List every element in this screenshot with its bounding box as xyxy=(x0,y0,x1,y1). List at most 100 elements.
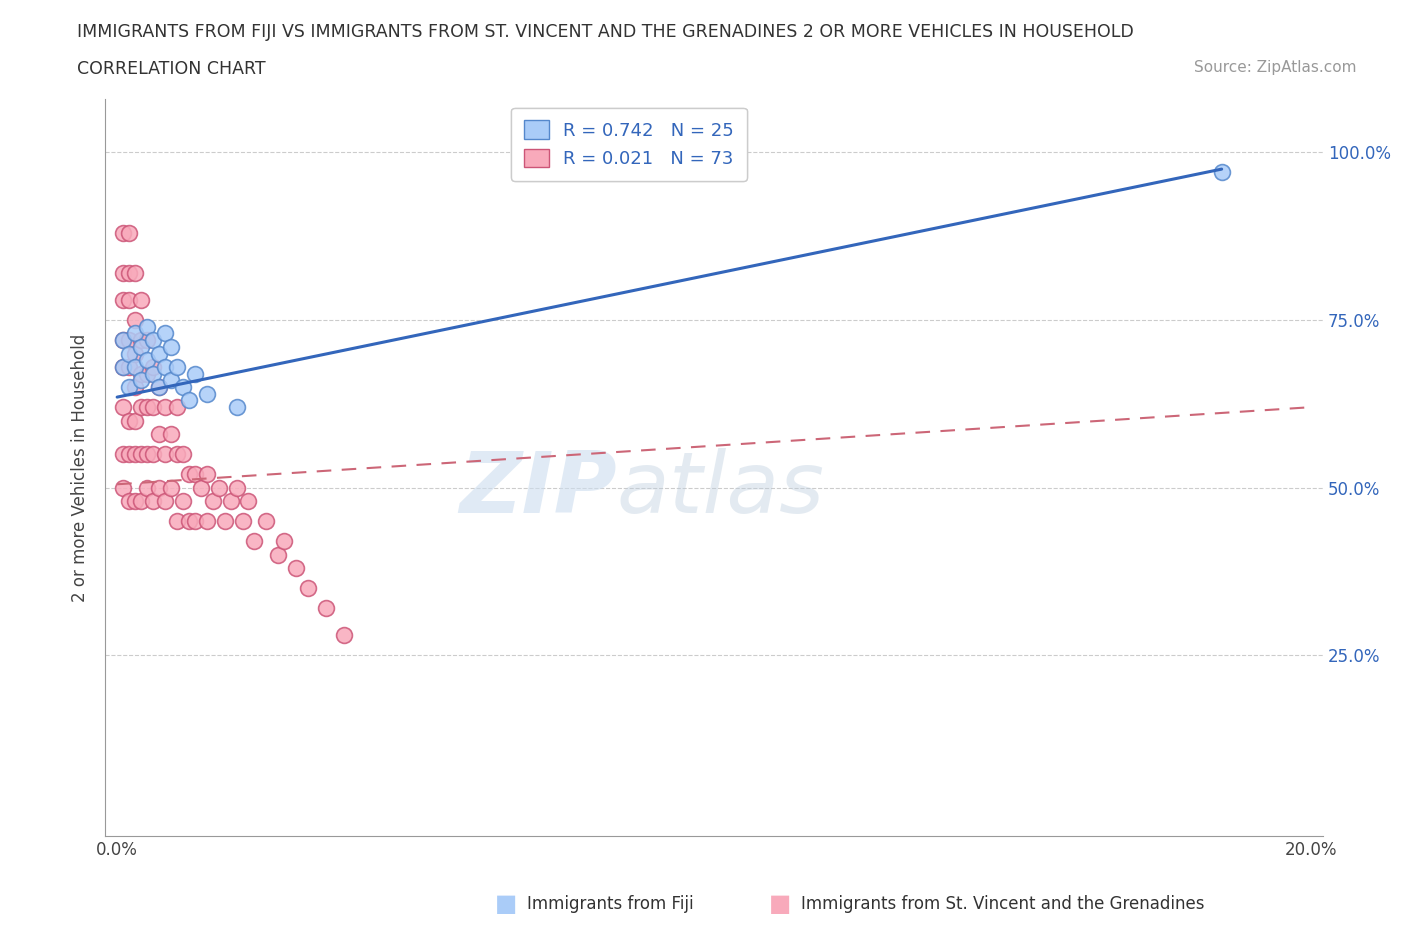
Point xyxy=(148,379,170,394)
Point xyxy=(136,366,159,381)
Point xyxy=(142,446,165,461)
Point xyxy=(285,561,308,576)
Legend: R = 0.742   N = 25, R = 0.021   N = 73: R = 0.742 N = 25, R = 0.021 N = 73 xyxy=(510,108,747,180)
Point xyxy=(124,326,146,340)
Point xyxy=(172,379,194,394)
Point xyxy=(112,225,135,240)
Point xyxy=(129,366,152,381)
Point xyxy=(142,366,165,381)
Point xyxy=(129,400,152,415)
Point xyxy=(190,480,212,495)
Point xyxy=(118,446,141,461)
Point xyxy=(142,333,165,348)
Point xyxy=(142,400,165,415)
Point xyxy=(177,513,200,528)
Point xyxy=(1211,165,1233,179)
Point xyxy=(118,333,141,348)
Point xyxy=(142,360,165,375)
Text: Immigrants from St. Vincent and the Grenadines: Immigrants from St. Vincent and the Gren… xyxy=(801,895,1205,913)
Point xyxy=(153,446,176,461)
Text: ■: ■ xyxy=(769,892,792,916)
Point xyxy=(118,292,141,307)
Text: ■: ■ xyxy=(495,892,517,916)
Point xyxy=(267,547,290,562)
Point xyxy=(208,480,231,495)
Point xyxy=(214,513,236,528)
Point xyxy=(195,513,218,528)
Point xyxy=(124,379,146,394)
Point xyxy=(333,628,356,643)
Text: CORRELATION CHART: CORRELATION CHART xyxy=(77,60,266,78)
Point xyxy=(118,360,141,375)
Point xyxy=(136,319,159,334)
Point xyxy=(184,366,207,381)
Point xyxy=(195,386,218,401)
Point xyxy=(124,413,146,428)
Point xyxy=(177,467,200,482)
Point xyxy=(112,400,135,415)
Point xyxy=(118,346,141,361)
Point xyxy=(225,480,247,495)
Point xyxy=(112,266,135,281)
Y-axis label: 2 or more Vehicles in Household: 2 or more Vehicles in Household xyxy=(72,333,89,602)
Point xyxy=(124,446,146,461)
Text: ZIP: ZIP xyxy=(460,448,617,531)
Point xyxy=(166,446,188,461)
Point xyxy=(129,339,152,354)
Point xyxy=(160,373,183,388)
Text: IMMIGRANTS FROM FIJI VS IMMIGRANTS FROM ST. VINCENT AND THE GRENADINES 2 OR MORE: IMMIGRANTS FROM FIJI VS IMMIGRANTS FROM … xyxy=(77,23,1135,41)
Point xyxy=(238,494,260,509)
Point xyxy=(124,346,146,361)
Point xyxy=(160,427,183,442)
Text: Immigrants from Fiji: Immigrants from Fiji xyxy=(527,895,695,913)
Point xyxy=(112,333,135,348)
Point xyxy=(315,601,337,616)
Point xyxy=(118,379,141,394)
Point xyxy=(112,333,135,348)
Point xyxy=(124,312,146,327)
Point xyxy=(124,360,146,375)
Point xyxy=(129,373,152,388)
Point xyxy=(129,446,152,461)
Point xyxy=(136,480,159,495)
Point xyxy=(136,446,159,461)
Point xyxy=(153,326,176,340)
Point xyxy=(195,467,218,482)
Point xyxy=(112,292,135,307)
Text: atlas: atlas xyxy=(617,448,825,531)
Point xyxy=(184,513,207,528)
Point xyxy=(166,513,188,528)
Point xyxy=(297,580,319,595)
Point xyxy=(160,480,183,495)
Point xyxy=(219,494,242,509)
Point xyxy=(153,400,176,415)
Point xyxy=(136,333,159,348)
Point xyxy=(225,400,247,415)
Point xyxy=(129,333,152,348)
Point xyxy=(118,225,141,240)
Point xyxy=(166,400,188,415)
Point xyxy=(201,494,224,509)
Point xyxy=(243,534,266,549)
Point xyxy=(148,427,170,442)
Point xyxy=(112,360,135,375)
Point xyxy=(153,360,176,375)
Point xyxy=(184,467,207,482)
Point xyxy=(136,352,159,367)
Point xyxy=(177,393,200,408)
Point xyxy=(129,494,152,509)
Point xyxy=(172,494,194,509)
Point xyxy=(148,379,170,394)
Point xyxy=(231,513,253,528)
Point xyxy=(124,494,146,509)
Point xyxy=(129,292,152,307)
Point xyxy=(148,480,170,495)
Point xyxy=(172,446,194,461)
Point xyxy=(112,446,135,461)
Point xyxy=(142,494,165,509)
Point xyxy=(112,480,135,495)
Text: Source: ZipAtlas.com: Source: ZipAtlas.com xyxy=(1194,60,1357,75)
Point xyxy=(118,494,141,509)
Point xyxy=(166,360,188,375)
Point xyxy=(160,339,183,354)
